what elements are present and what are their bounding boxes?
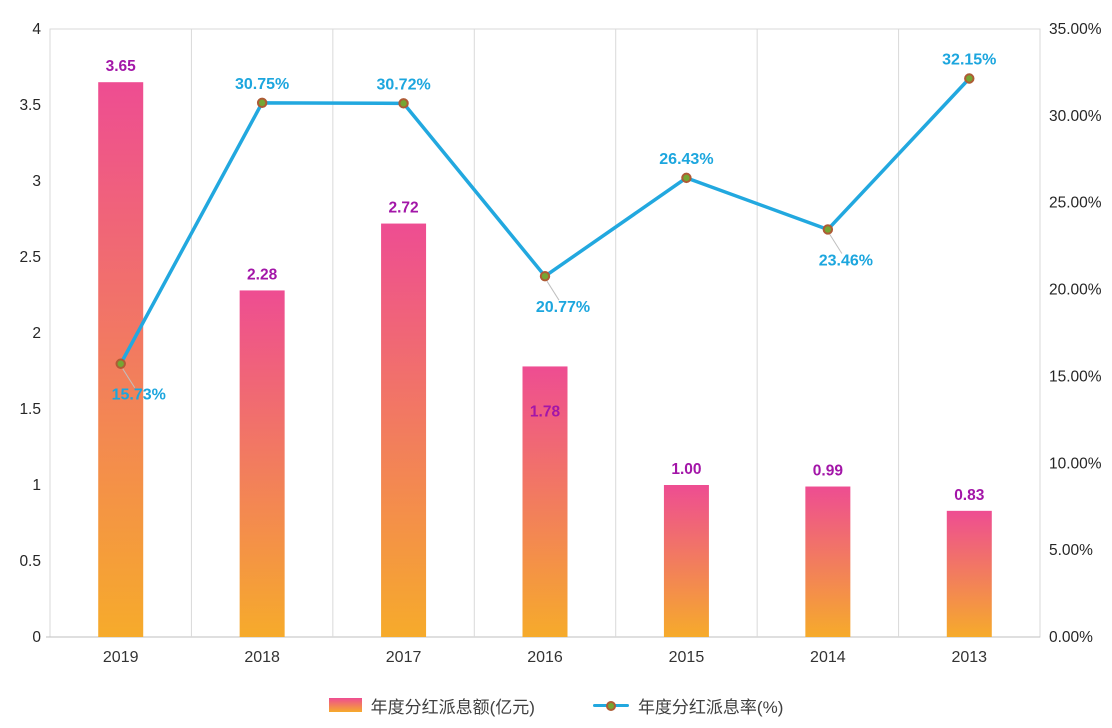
marker-2018[interactable] [256, 97, 268, 109]
line-label-2013: 32.15% [942, 52, 996, 69]
line-label-2019: 15.73% [112, 387, 166, 404]
legend-label-payout-ratio: 年度分红派息率(%) [637, 697, 784, 717]
right-axis-tick-label: 30.00% [1049, 108, 1102, 125]
bar-label-2019: 3.65 [106, 58, 137, 75]
bar-2017[interactable] [381, 223, 427, 637]
marker-2017[interactable] [398, 98, 409, 109]
line-label-2017: 30.72% [376, 76, 430, 93]
left-axis-tick-label: 3 [32, 173, 41, 190]
x-axis-label-2018: 2018 [244, 649, 280, 666]
x-axis-label-2014: 2014 [810, 649, 846, 666]
bar-2015[interactable] [663, 485, 709, 637]
legend-item-payout-ratio[interactable]: 年度分红派息率(%) [592, 693, 784, 718]
x-axis-label-2016: 2016 [527, 649, 563, 666]
label-leader-line [546, 280, 560, 301]
left-axis-tick-label: 0.5 [19, 553, 41, 570]
left-axis-tick-label: 0 [32, 629, 41, 646]
marker-2019[interactable] [115, 358, 126, 369]
bar-series-swatch [328, 698, 362, 712]
right-axis-tick-label: 0.00% [1049, 629, 1093, 646]
legend: 年度分红派息额(亿元) 年度分红派息率(%) [0, 688, 1112, 722]
left-axis-tick-label: 4 [32, 21, 41, 38]
line-label-2018: 30.75% [235, 76, 289, 93]
left-axis-tick-label: 1 [32, 477, 41, 494]
line-label-2016: 20.77% [536, 299, 590, 316]
marker-2014[interactable] [822, 224, 834, 235]
label-leader-line [829, 234, 843, 254]
bar-label-2014: 0.99 [813, 463, 844, 480]
right-axis-tick-label: 5.00% [1049, 542, 1093, 559]
bar-2018[interactable] [239, 290, 285, 637]
bar-label-2017: 2.72 [388, 200, 418, 217]
x-axis-label-2017: 2017 [386, 649, 422, 666]
legend-item-dividend-amount[interactable]: 年度分红派息额(亿元) [328, 693, 535, 718]
left-axis-tick-label: 2.5 [19, 249, 41, 266]
label-leader-line [122, 368, 136, 389]
bar-label-2013: 0.83 [954, 487, 985, 504]
x-axis-label-2013: 2013 [951, 649, 987, 666]
left-axis-tick-label: 3.5 [19, 97, 41, 114]
marker-2016[interactable] [539, 270, 551, 282]
line-marker-icon [605, 700, 616, 711]
plot-area: 0 0.5 1 1.5 2 2.5 3 3.5 4 0.00% 5.00% 10.00% 15.00% 2… [19, 21, 1102, 666]
right-axis-tick-label: 35.00% [1049, 21, 1102, 38]
marker-2015[interactable] [681, 172, 692, 184]
bar-2016[interactable] [522, 366, 568, 637]
right-axis-tick-label: 10.00% [1049, 455, 1102, 472]
line-label-2015: 26.43% [659, 151, 713, 168]
x-axis-label-2015: 2015 [669, 649, 705, 666]
bar-label-2018: 2.28 [247, 266, 278, 283]
bar-2014[interactable] [805, 486, 851, 637]
right-axis-tick-label: 15.00% [1049, 368, 1102, 385]
x-axis-label-2019: 2019 [103, 649, 139, 666]
left-axis-tick-label: 1.5 [19, 401, 41, 418]
right-axis-tick-label: 20.00% [1049, 282, 1102, 299]
line-series-swatch [592, 699, 629, 711]
line-label-2014: 23.46% [819, 252, 873, 269]
bar-label-2016: 1.78 [530, 403, 561, 420]
bar-label-2015: 1.00 [671, 461, 701, 478]
right-axis-tick-label: 25.00% [1049, 195, 1102, 212]
bar-2013[interactable] [946, 510, 992, 637]
legend-label-dividend-amount: 年度分红派息额(亿元) [370, 697, 535, 717]
marker-2013[interactable] [964, 73, 975, 84]
left-axis-tick-label: 2 [32, 325, 41, 342]
